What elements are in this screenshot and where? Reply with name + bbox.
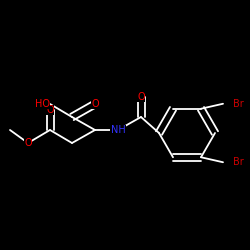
Text: NH: NH (110, 125, 126, 135)
Text: O: O (46, 105, 54, 115)
Text: O: O (24, 138, 32, 148)
Text: Br: Br (233, 99, 244, 109)
Text: O: O (137, 92, 145, 102)
Text: O: O (91, 99, 99, 109)
Text: HO: HO (35, 99, 50, 109)
Text: Br: Br (233, 157, 244, 167)
